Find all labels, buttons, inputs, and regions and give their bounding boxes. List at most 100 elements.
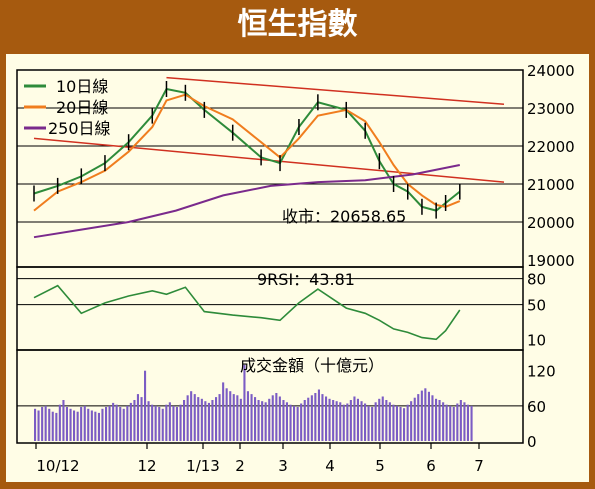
price-tick-label: 19000: [527, 252, 575, 270]
volume-bar: [87, 408, 90, 441]
volume-bar: [83, 405, 86, 441]
volume-bar: [395, 405, 398, 441]
series-line-250日線: [33, 164, 460, 239]
volume-bar: [73, 410, 76, 441]
volume-bar: [222, 382, 225, 441]
volume-bar: [371, 407, 374, 441]
volume-bar: [37, 410, 40, 441]
volume-bar: [243, 364, 246, 441]
volume-bar: [435, 398, 438, 441]
rsi-series-line: [33, 284, 461, 341]
volume-bar: [80, 407, 83, 441]
volume-bar: [293, 405, 296, 441]
volume-tick-label: 120: [527, 363, 556, 381]
x-tick-label: 3: [278, 457, 288, 475]
volume-bar: [119, 407, 122, 441]
volume-bar: [254, 397, 257, 441]
volume-bar: [413, 397, 416, 441]
volume-bar: [108, 405, 111, 441]
volume-bar: [325, 396, 328, 441]
volume-bar: [392, 404, 395, 441]
rsi-tick-label: 50: [527, 297, 546, 315]
volume-bar: [144, 370, 147, 441]
volume-label: 成交金額（十億元）: [240, 356, 384, 375]
volume-bar: [332, 400, 335, 441]
volume-bar: [115, 404, 118, 441]
volume-bar: [197, 397, 200, 441]
volume-bar: [147, 401, 150, 441]
volume-bar: [360, 401, 363, 441]
volume-bar: [417, 394, 420, 441]
legend: 10日線 20日線 250日線: [24, 77, 111, 138]
volume-bar: [140, 397, 143, 441]
volume-bar: [193, 394, 196, 441]
price-tick-label: 21000: [527, 176, 575, 194]
volume-bar: [385, 400, 388, 441]
volume-bar: [275, 393, 278, 441]
volume-bar: [229, 391, 232, 441]
volume-bar: [122, 408, 125, 441]
volume-bar: [172, 405, 175, 441]
volume-bar: [207, 402, 210, 441]
volume-bar: [161, 408, 164, 441]
volume-bars: [34, 364, 473, 441]
volume-bar: [459, 400, 462, 441]
rsi-tick-label: 10: [527, 331, 546, 349]
volume-bar: [463, 402, 466, 441]
volume-bar: [339, 402, 342, 441]
volume-bar: [314, 393, 317, 441]
legend-label-250d: 250日線: [48, 119, 111, 138]
volume-bar: [381, 396, 384, 441]
volume-bar: [101, 408, 104, 441]
volume-bar: [97, 412, 100, 441]
volume-bar: [136, 394, 139, 441]
x-tick-label: 12: [137, 457, 156, 475]
volume-bar: [303, 400, 306, 441]
price-tick-label: 22000: [527, 138, 575, 156]
moving-average-lines: [33, 81, 461, 239]
volume-bar: [403, 408, 406, 441]
volume-bar: [427, 391, 430, 441]
x-tick-label: 5: [375, 457, 385, 475]
volume-bar: [388, 402, 391, 441]
volume-bar: [34, 408, 37, 441]
volume-bar: [190, 391, 193, 441]
volume-bar: [94, 411, 97, 441]
volume-bar: [289, 404, 292, 441]
volume-bar: [48, 408, 51, 441]
volume-bar: [307, 397, 310, 441]
volume-bar: [129, 402, 132, 441]
volume-bar: [356, 398, 359, 441]
volume-bar: [257, 400, 260, 441]
volume-bar: [112, 402, 115, 441]
price-tick-label: 20000: [527, 214, 575, 232]
volume-bar: [271, 395, 274, 441]
volume-bar: [353, 396, 356, 441]
chart-title: 恒生指數: [237, 7, 358, 42]
volume-bar: [300, 403, 303, 441]
volume-bar: [261, 401, 264, 441]
trendline: [166, 76, 505, 105]
volume-bar: [105, 407, 108, 441]
volume-bar: [335, 401, 338, 441]
x-tick-label: 1/13: [186, 457, 220, 475]
volume-bar: [51, 411, 54, 441]
volume-bar: [399, 407, 402, 441]
volume-bar: [296, 407, 299, 441]
volume-bar: [168, 402, 171, 441]
volume-bar: [328, 398, 331, 441]
volume-bar: [236, 395, 239, 441]
volume-bar: [126, 405, 129, 441]
volume-bar: [179, 404, 182, 441]
volume-bar: [44, 405, 47, 441]
volume-bar: [232, 394, 235, 441]
x-tick-label: 6: [426, 457, 436, 475]
volume-bar: [346, 403, 349, 441]
volume-bar: [186, 395, 189, 441]
close-label: 收市：20658.65: [282, 207, 406, 226]
x-tick-label: 4: [325, 457, 335, 475]
volume-bar: [250, 394, 253, 441]
volume-bar: [364, 403, 367, 441]
